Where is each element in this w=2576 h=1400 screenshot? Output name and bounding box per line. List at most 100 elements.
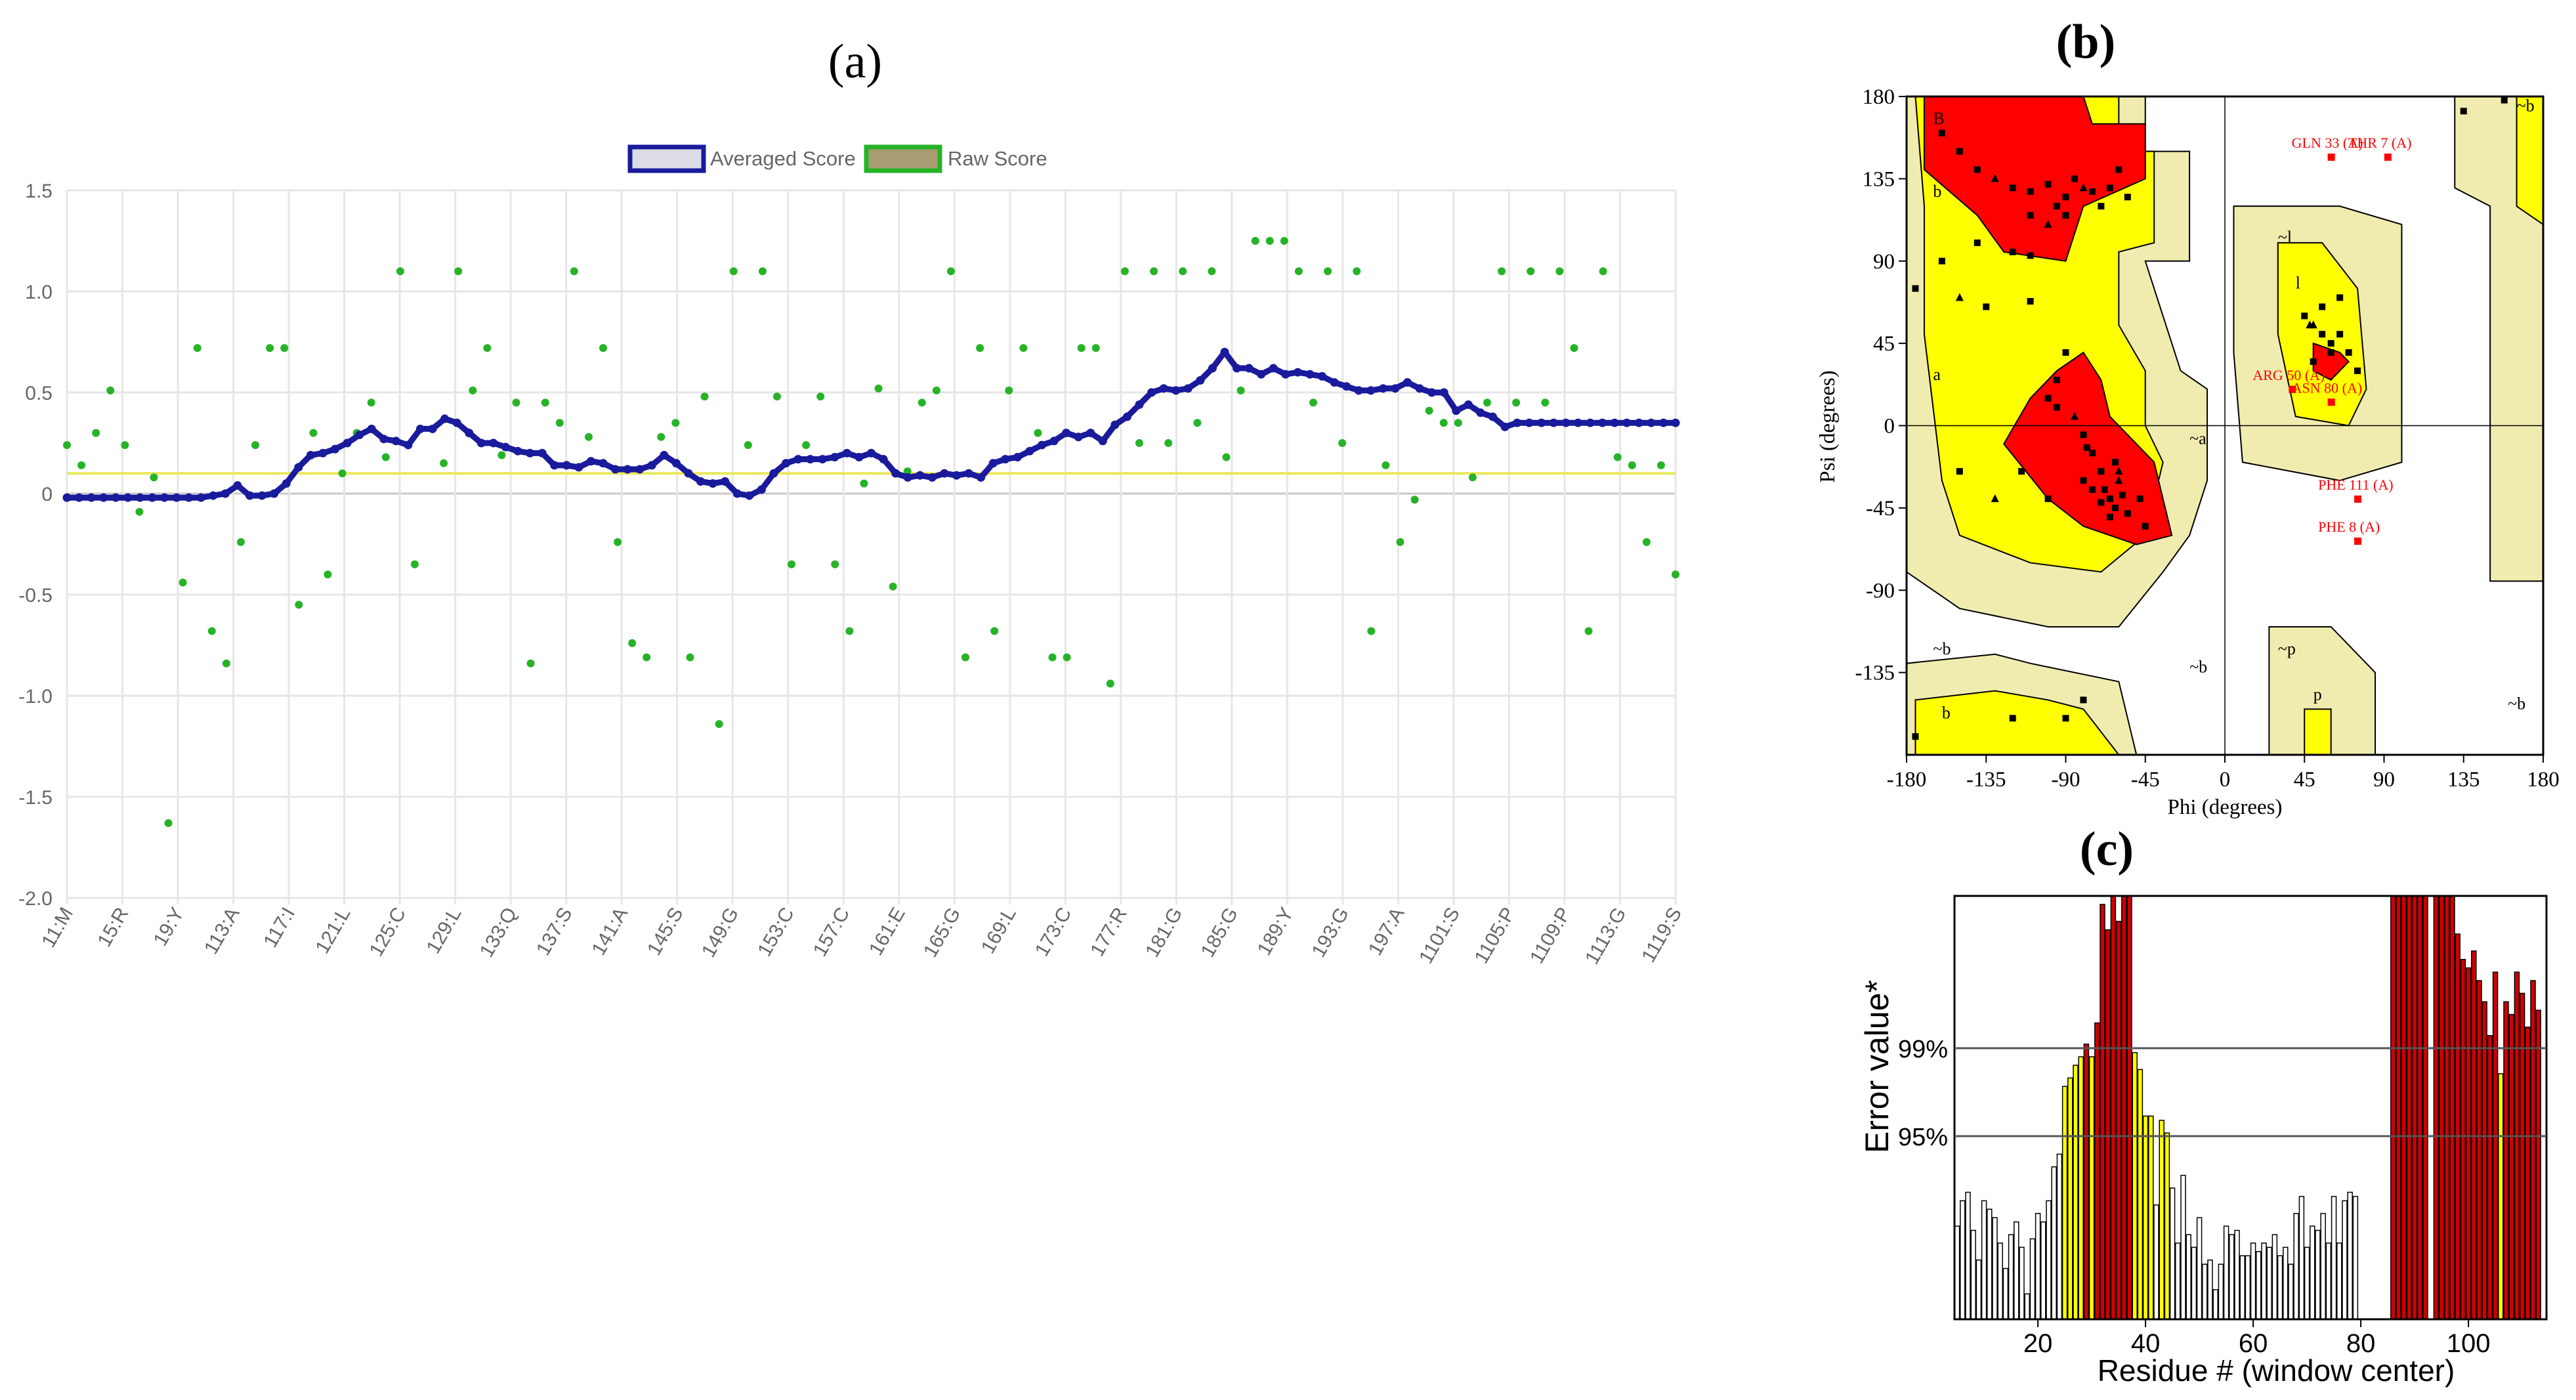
chart-a-legend[interactable]: Averaged Score Raw Score: [627, 144, 1047, 173]
averaged-score-point: [757, 485, 766, 494]
y-tick-label: 0: [1884, 415, 1895, 438]
averaged-score-point: [732, 489, 742, 498]
raw-score-point: [599, 344, 607, 352]
averaged-score-point: [1220, 347, 1229, 356]
residue-point: [2124, 194, 2131, 201]
residue-point: [2027, 212, 2034, 219]
averaged-score-point: [1062, 429, 1071, 438]
raw-score-point: [1628, 461, 1636, 469]
residue-point: [2080, 477, 2087, 484]
averaged-score-point: [209, 491, 218, 500]
x-tick-label: -180: [1887, 768, 1927, 792]
x-tick-label: 135: [2447, 768, 2480, 792]
averaged-score-point: [452, 418, 461, 427]
raw-score-point: [918, 398, 926, 407]
residue-point-gly: [2115, 467, 2123, 475]
y-tick-label: -0.5: [18, 585, 53, 606]
residue-point: [2062, 212, 2069, 219]
averaged-score-point: [1525, 418, 1534, 427]
raw-score-point: [469, 386, 477, 394]
outlier-point: [2354, 495, 2362, 503]
residue-point: [2106, 495, 2113, 502]
panel-c-label: (c): [2080, 822, 2134, 876]
outlier-label: ASN 80 (A): [2292, 379, 2363, 396]
averaged-score-point: [404, 440, 413, 450]
raw-score-point: [280, 344, 289, 352]
averaged-score-point: [282, 479, 291, 488]
error-bar: [2530, 980, 2536, 1320]
averaged-score-point: [1208, 364, 1217, 373]
raw-score-point: [715, 720, 723, 729]
raw-score-point: [772, 392, 781, 401]
error-bar: [2153, 1204, 2159, 1320]
averaged-score-point: [99, 493, 108, 502]
raw-score-point: [570, 267, 578, 276]
error-bar: [2132, 1051, 2138, 1320]
raw-score-point: [1222, 453, 1231, 461]
averaged-score-point: [148, 493, 157, 502]
averaged-score-point: [1513, 418, 1522, 427]
raw-score-point: [1120, 267, 1129, 276]
y-tick-label: 1.5: [25, 180, 53, 202]
averaged-score-point: [586, 457, 595, 466]
averaged-score-point: [87, 493, 96, 502]
error-bar: [2438, 895, 2445, 1320]
raw-score-point: [555, 419, 564, 427]
averaged-score-point: [1269, 364, 1278, 373]
averaged-score-point: [196, 493, 205, 502]
x-tick-label: 141:A: [587, 904, 632, 959]
residue-point-gly: [1991, 174, 1999, 182]
region-label: p: [2313, 685, 2322, 704]
residue-point: [2106, 513, 2113, 520]
averaged-score-point: [343, 438, 352, 448]
averaged-score-point: [1671, 418, 1680, 427]
averaged-score-point: [1172, 386, 1181, 395]
x-tick-label: 0: [2220, 768, 2231, 792]
error-bar: [1987, 1208, 1993, 1320]
residue-point-gly: [2044, 220, 2052, 228]
averaged-score-point: [1122, 412, 1131, 421]
raw-score-point: [1294, 267, 1303, 276]
error-bar: [2078, 1056, 2084, 1320]
raw-score-point: [106, 386, 115, 394]
error-bar: [2169, 1187, 2176, 1320]
averaged-score-point: [111, 493, 120, 502]
residue-point: [2088, 188, 2096, 195]
y-tick-label: -135: [1855, 662, 1895, 685]
raw-score-point: [1410, 496, 1419, 504]
outlier-label: PHE 111 (A): [2318, 477, 2393, 493]
averaged-score-point: [1135, 400, 1144, 409]
residue-point: [2098, 499, 2105, 506]
residue-point-gly: [2115, 476, 2123, 484]
averaged-score-point: [1403, 378, 1412, 387]
averaged-score-point: [660, 450, 669, 459]
residue-point: [2345, 349, 2352, 356]
averaged-score-point: [306, 450, 315, 459]
averaged-score-point: [1561, 418, 1571, 427]
error-bar: [2212, 1289, 2218, 1320]
x-tick-label: 1113:G: [1581, 904, 1631, 968]
error-bar: [2126, 895, 2132, 1320]
error-bar: [2271, 1234, 2278, 1320]
averaged-score-point: [172, 493, 181, 502]
averaged-score-point: [513, 446, 522, 456]
x-tick-label: 117:I: [259, 904, 299, 951]
raw-score-point: [1048, 653, 1057, 662]
raw-score-point: [1135, 439, 1143, 447]
averaged-score-point: [1647, 418, 1656, 427]
error-bar: [2185, 1234, 2191, 1320]
chart-a-raw-series: [63, 237, 1679, 828]
x-tick-label: -135: [1966, 768, 2006, 792]
averaged-score-point: [1598, 418, 1607, 427]
averaged-score-point: [221, 489, 230, 498]
legend-averaged-label: Averaged Score: [710, 147, 856, 170]
y-tick-label: 0.5: [25, 383, 53, 404]
error-bar: [2024, 1293, 2030, 1320]
averaged-score-point: [1196, 376, 1205, 385]
averaged-score-point: [123, 493, 133, 502]
x-tick-label: 19:Y: [150, 904, 188, 950]
residue-point: [2460, 108, 2467, 115]
error-bar: [2342, 1200, 2348, 1320]
x-tick-label: 181:G: [1141, 904, 1187, 961]
error-bar: [2401, 895, 2407, 1320]
